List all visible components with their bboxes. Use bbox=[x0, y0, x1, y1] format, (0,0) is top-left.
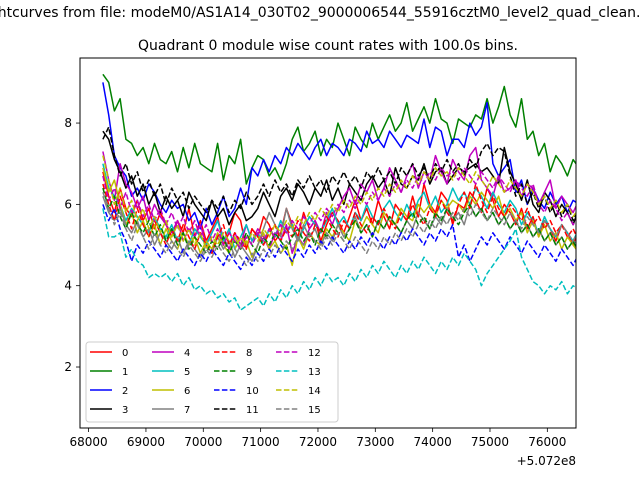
legend-label-14: 14 bbox=[308, 386, 321, 397]
chart-title: Quadrant 0 module wise count rates with … bbox=[138, 38, 518, 54]
legend-label-1: 1 bbox=[122, 367, 128, 378]
series-line-15 bbox=[102, 191, 576, 267]
series-line-14 bbox=[102, 155, 576, 250]
series-line-1 bbox=[102, 73, 576, 185]
x-tick-label: 75000 bbox=[471, 435, 509, 449]
legend-label-2: 2 bbox=[122, 386, 128, 397]
series-line-4 bbox=[102, 146, 576, 254]
series-line-12 bbox=[102, 167, 576, 250]
legend-label-15: 15 bbox=[308, 405, 321, 416]
legend-label-9: 9 bbox=[246, 367, 252, 378]
legend-label-3: 3 bbox=[122, 405, 128, 416]
legend-label-6: 6 bbox=[184, 386, 190, 397]
y-tick-label: 4 bbox=[64, 279, 72, 293]
x-axis: 68000 69000 70000 71000 72000 73000 74000 75000… bbox=[70, 428, 566, 449]
y-tick-label: 2 bbox=[64, 360, 72, 374]
series-line-9 bbox=[102, 187, 576, 254]
y-tick-label: 6 bbox=[64, 197, 72, 211]
y-tick-label: 8 bbox=[64, 116, 72, 130]
axes-frame bbox=[79, 57, 577, 429]
y-axis: 2 4 6 8 bbox=[64, 116, 80, 374]
x-tick-label: 72000 bbox=[299, 435, 337, 449]
legend-label-0: 0 bbox=[122, 348, 128, 359]
legend-label-4: 4 bbox=[184, 348, 190, 359]
legend-label-11: 11 bbox=[246, 405, 259, 416]
series-line-13 bbox=[102, 208, 576, 311]
legend-label-13: 13 bbox=[308, 367, 321, 378]
series-line-3 bbox=[102, 130, 576, 226]
x-tick-label: 73000 bbox=[356, 435, 394, 449]
x-tick-label: 71000 bbox=[242, 435, 280, 449]
legend-label-10: 10 bbox=[246, 386, 259, 397]
x-axis-offset-label: +5.072e8 bbox=[517, 454, 576, 468]
legend-label-8: 8 bbox=[246, 348, 252, 359]
series-line-8 bbox=[102, 183, 576, 254]
x-tick-label: 68000 bbox=[70, 435, 108, 449]
x-tick-label: 76000 bbox=[528, 435, 566, 449]
figure-suptitle: Lightcurves from file: modeM0/AS1A14_030… bbox=[0, 5, 640, 21]
x-tick-label: 69000 bbox=[127, 435, 165, 449]
x-tick-label: 74000 bbox=[414, 435, 452, 449]
legend-label-12: 12 bbox=[308, 348, 321, 359]
series-line-10 bbox=[102, 204, 576, 271]
x-tick-label: 70000 bbox=[184, 435, 222, 449]
legend-label-7: 7 bbox=[184, 405, 190, 416]
legend-label-5: 5 bbox=[184, 367, 190, 378]
plot-area bbox=[79, 57, 577, 429]
legend-box bbox=[85, 341, 339, 423]
series-layer bbox=[102, 73, 576, 311]
